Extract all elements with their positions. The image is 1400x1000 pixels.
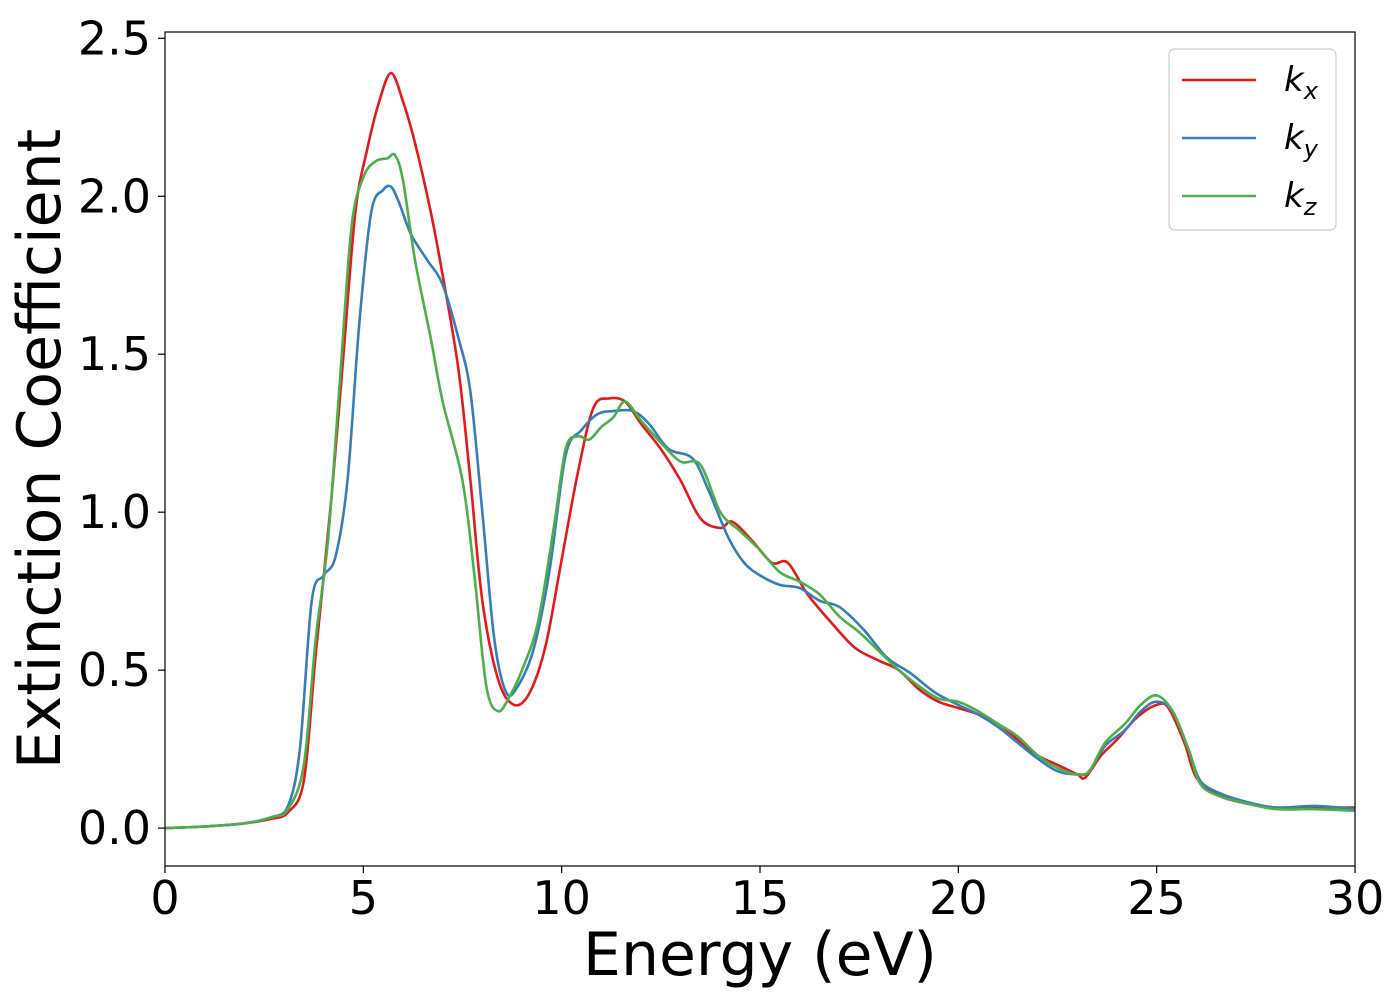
y-tick-label: 0.5 xyxy=(78,643,151,697)
x-tick-label: 10 xyxy=(532,871,591,925)
y-tick-label: 1.0 xyxy=(78,485,151,539)
x-tick-label: 15 xyxy=(731,871,790,925)
legend-label-x: kx xyxy=(1284,60,1319,105)
y-tick-label: 1.5 xyxy=(78,327,151,381)
plot-frame xyxy=(164,31,1356,867)
x-axis-title: Energy (eV) xyxy=(583,920,937,990)
y-tick-label: 0.0 xyxy=(78,801,151,855)
legend-box xyxy=(1168,48,1337,231)
series-layer xyxy=(165,71,1355,830)
series-line-z xyxy=(165,152,1355,830)
y-tick-label: 2.5 xyxy=(78,11,151,65)
x-tick-label: 20 xyxy=(929,871,988,925)
y-axis-title: Extinction Coefficient xyxy=(5,129,75,769)
tick-layer: 0 5 10 15 20 25 30 0.0 0.5 1.0 1.5 2.0 2.5 xyxy=(78,11,1384,925)
y-tick-label: 2.0 xyxy=(78,169,151,223)
x-tick-label: 5 xyxy=(349,871,378,925)
legend-label-z: kz xyxy=(1284,176,1318,221)
series-line-x xyxy=(165,71,1355,830)
x-tick-label: 0 xyxy=(150,871,179,925)
legend: kx ky kz xyxy=(1168,48,1337,231)
legend-label-y: ky xyxy=(1284,118,1319,163)
x-tick-label: 25 xyxy=(1127,871,1186,925)
x-tick-label: 30 xyxy=(1326,871,1385,925)
